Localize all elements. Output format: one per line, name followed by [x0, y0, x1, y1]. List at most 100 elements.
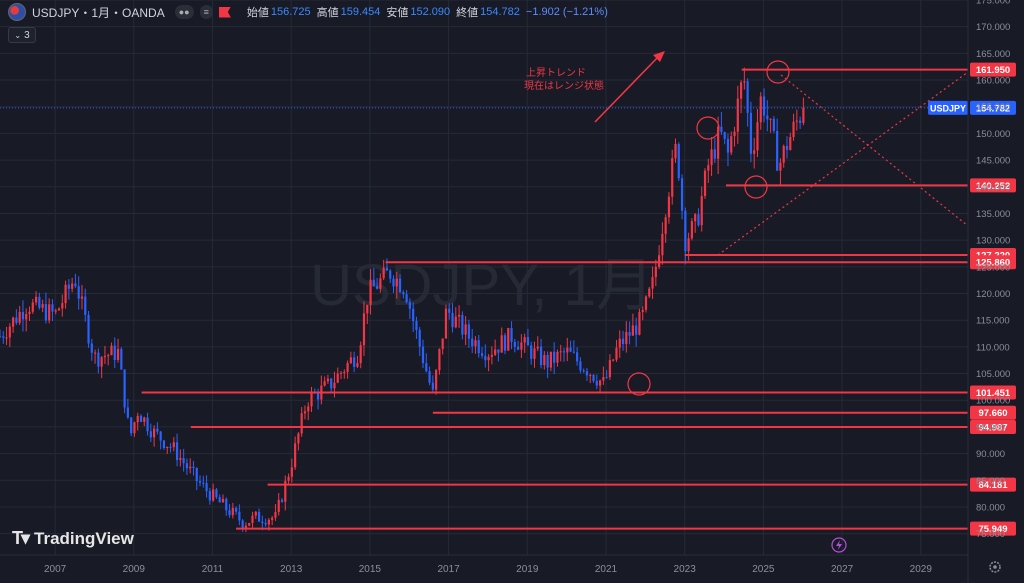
symbol-title[interactable]: USDJPY・1月・OANDA: [32, 5, 165, 20]
symbol-tag[interactable]: [928, 100, 968, 115]
open-value: 156.725: [270, 6, 311, 18]
candle: [418, 329, 421, 347]
candle: [536, 346, 539, 349]
current-price-tag[interactable]: [970, 100, 1016, 115]
candle: [526, 337, 530, 346]
candle: [48, 304, 51, 321]
candle: [421, 346, 425, 364]
candle: [425, 363, 428, 372]
candle: [303, 411, 307, 414]
y-tick-label: 175.000: [976, 0, 1010, 7]
level-tag-125.860[interactable]: [970, 255, 1016, 270]
candle: [661, 233, 664, 256]
change-value: −1.902 (−1.21%): [525, 6, 608, 18]
x-tick-label: 2015: [359, 564, 382, 575]
trendline-support[interactable]: [717, 71, 969, 256]
candle: [694, 214, 697, 222]
candle: [739, 82, 743, 99]
candle: [618, 338, 621, 348]
candle: [346, 363, 349, 373]
candle: [172, 442, 175, 448]
level-tag-140.252[interactable]: [970, 178, 1016, 193]
candle: [31, 302, 34, 312]
candle: [15, 317, 18, 323]
candle: [330, 378, 333, 389]
level-tag-161.950[interactable]: [970, 62, 1016, 77]
candle: [592, 374, 595, 382]
level-label: 101.451: [976, 388, 1011, 399]
flash-icon[interactable]: [831, 537, 847, 553]
y-tick-label: 105.000: [976, 369, 1010, 380]
symbol-tag-label: USDJPY: [930, 103, 966, 113]
x-tick-label: 2025: [752, 564, 775, 575]
candle: [326, 378, 330, 382]
trendline-resistance[interactable]: [780, 74, 969, 227]
candle: [703, 170, 707, 197]
candle: [61, 303, 64, 309]
x-tick-label: 2011: [202, 564, 224, 575]
level-label: 75.949: [978, 524, 1007, 535]
candle: [428, 371, 431, 383]
level-tag-97.660[interactable]: [970, 405, 1016, 420]
circle-marker-2020-low[interactable]: [627, 372, 651, 396]
candle: [379, 278, 382, 289]
current-price-label: 154.782: [976, 103, 1010, 114]
candle: [41, 304, 44, 308]
candle: [389, 270, 392, 279]
candle: [71, 283, 74, 289]
candle: [248, 523, 251, 526]
y-tick-label: 165.000: [976, 49, 1010, 60]
level-tag-101.451[interactable]: [970, 385, 1016, 400]
open-label: 始値: [246, 7, 269, 19]
candle: [277, 499, 280, 513]
level-tag-84.181[interactable]: [970, 477, 1016, 492]
candle: [530, 345, 533, 359]
candle: [205, 483, 208, 492]
candle: [90, 343, 93, 353]
candle: [707, 165, 710, 171]
level-tag-94.987[interactable]: [970, 419, 1016, 434]
candle: [113, 345, 116, 360]
candle: [743, 81, 746, 83]
candle: [218, 497, 221, 503]
candle: [376, 286, 379, 289]
candle: [136, 415, 139, 423]
candle: [582, 370, 585, 372]
candle: [730, 136, 733, 153]
candle: [556, 351, 559, 363]
candle: [116, 348, 120, 360]
x-tick-label: 2023: [674, 564, 697, 575]
candle: [385, 267, 389, 271]
candle: [746, 81, 749, 113]
trend-arrow[interactable]: [594, 53, 662, 123]
visibility-toggle[interactable]: ●●: [174, 5, 194, 19]
candle: [271, 517, 274, 520]
candle: [628, 331, 631, 336]
candle: [507, 328, 510, 351]
level-tag-75.949[interactable]: [970, 521, 1016, 536]
candle: [769, 118, 772, 120]
hamburger-icon[interactable]: ≡: [199, 5, 213, 19]
candle: [589, 374, 592, 376]
candle: [126, 407, 129, 418]
candle: [18, 312, 21, 323]
level-label: 125.860: [976, 258, 1010, 269]
candle: [658, 255, 661, 267]
red-flag-icon[interactable]: [218, 6, 231, 18]
settings-gear-icon[interactable]: [989, 561, 1001, 573]
circle-marker-2023-low[interactable]: [744, 175, 768, 199]
circle-marker-2024-high[interactable]: [766, 60, 790, 84]
candle: [454, 316, 457, 328]
candle: [192, 466, 195, 468]
collapse-indicators-button[interactable]: ⌄ 3: [8, 27, 36, 43]
high-label: 高値: [316, 7, 339, 19]
circle-marker-2022-high[interactable]: [696, 116, 720, 140]
candle: [579, 361, 582, 371]
levels-group: 161.950140.252127.220125.860101.45197.66…: [0, 62, 1016, 536]
candle: [510, 328, 513, 342]
candle: [598, 380, 602, 386]
x-tick-label: 2017: [437, 564, 460, 575]
candle: [680, 178, 684, 211]
candle: [602, 377, 605, 381]
